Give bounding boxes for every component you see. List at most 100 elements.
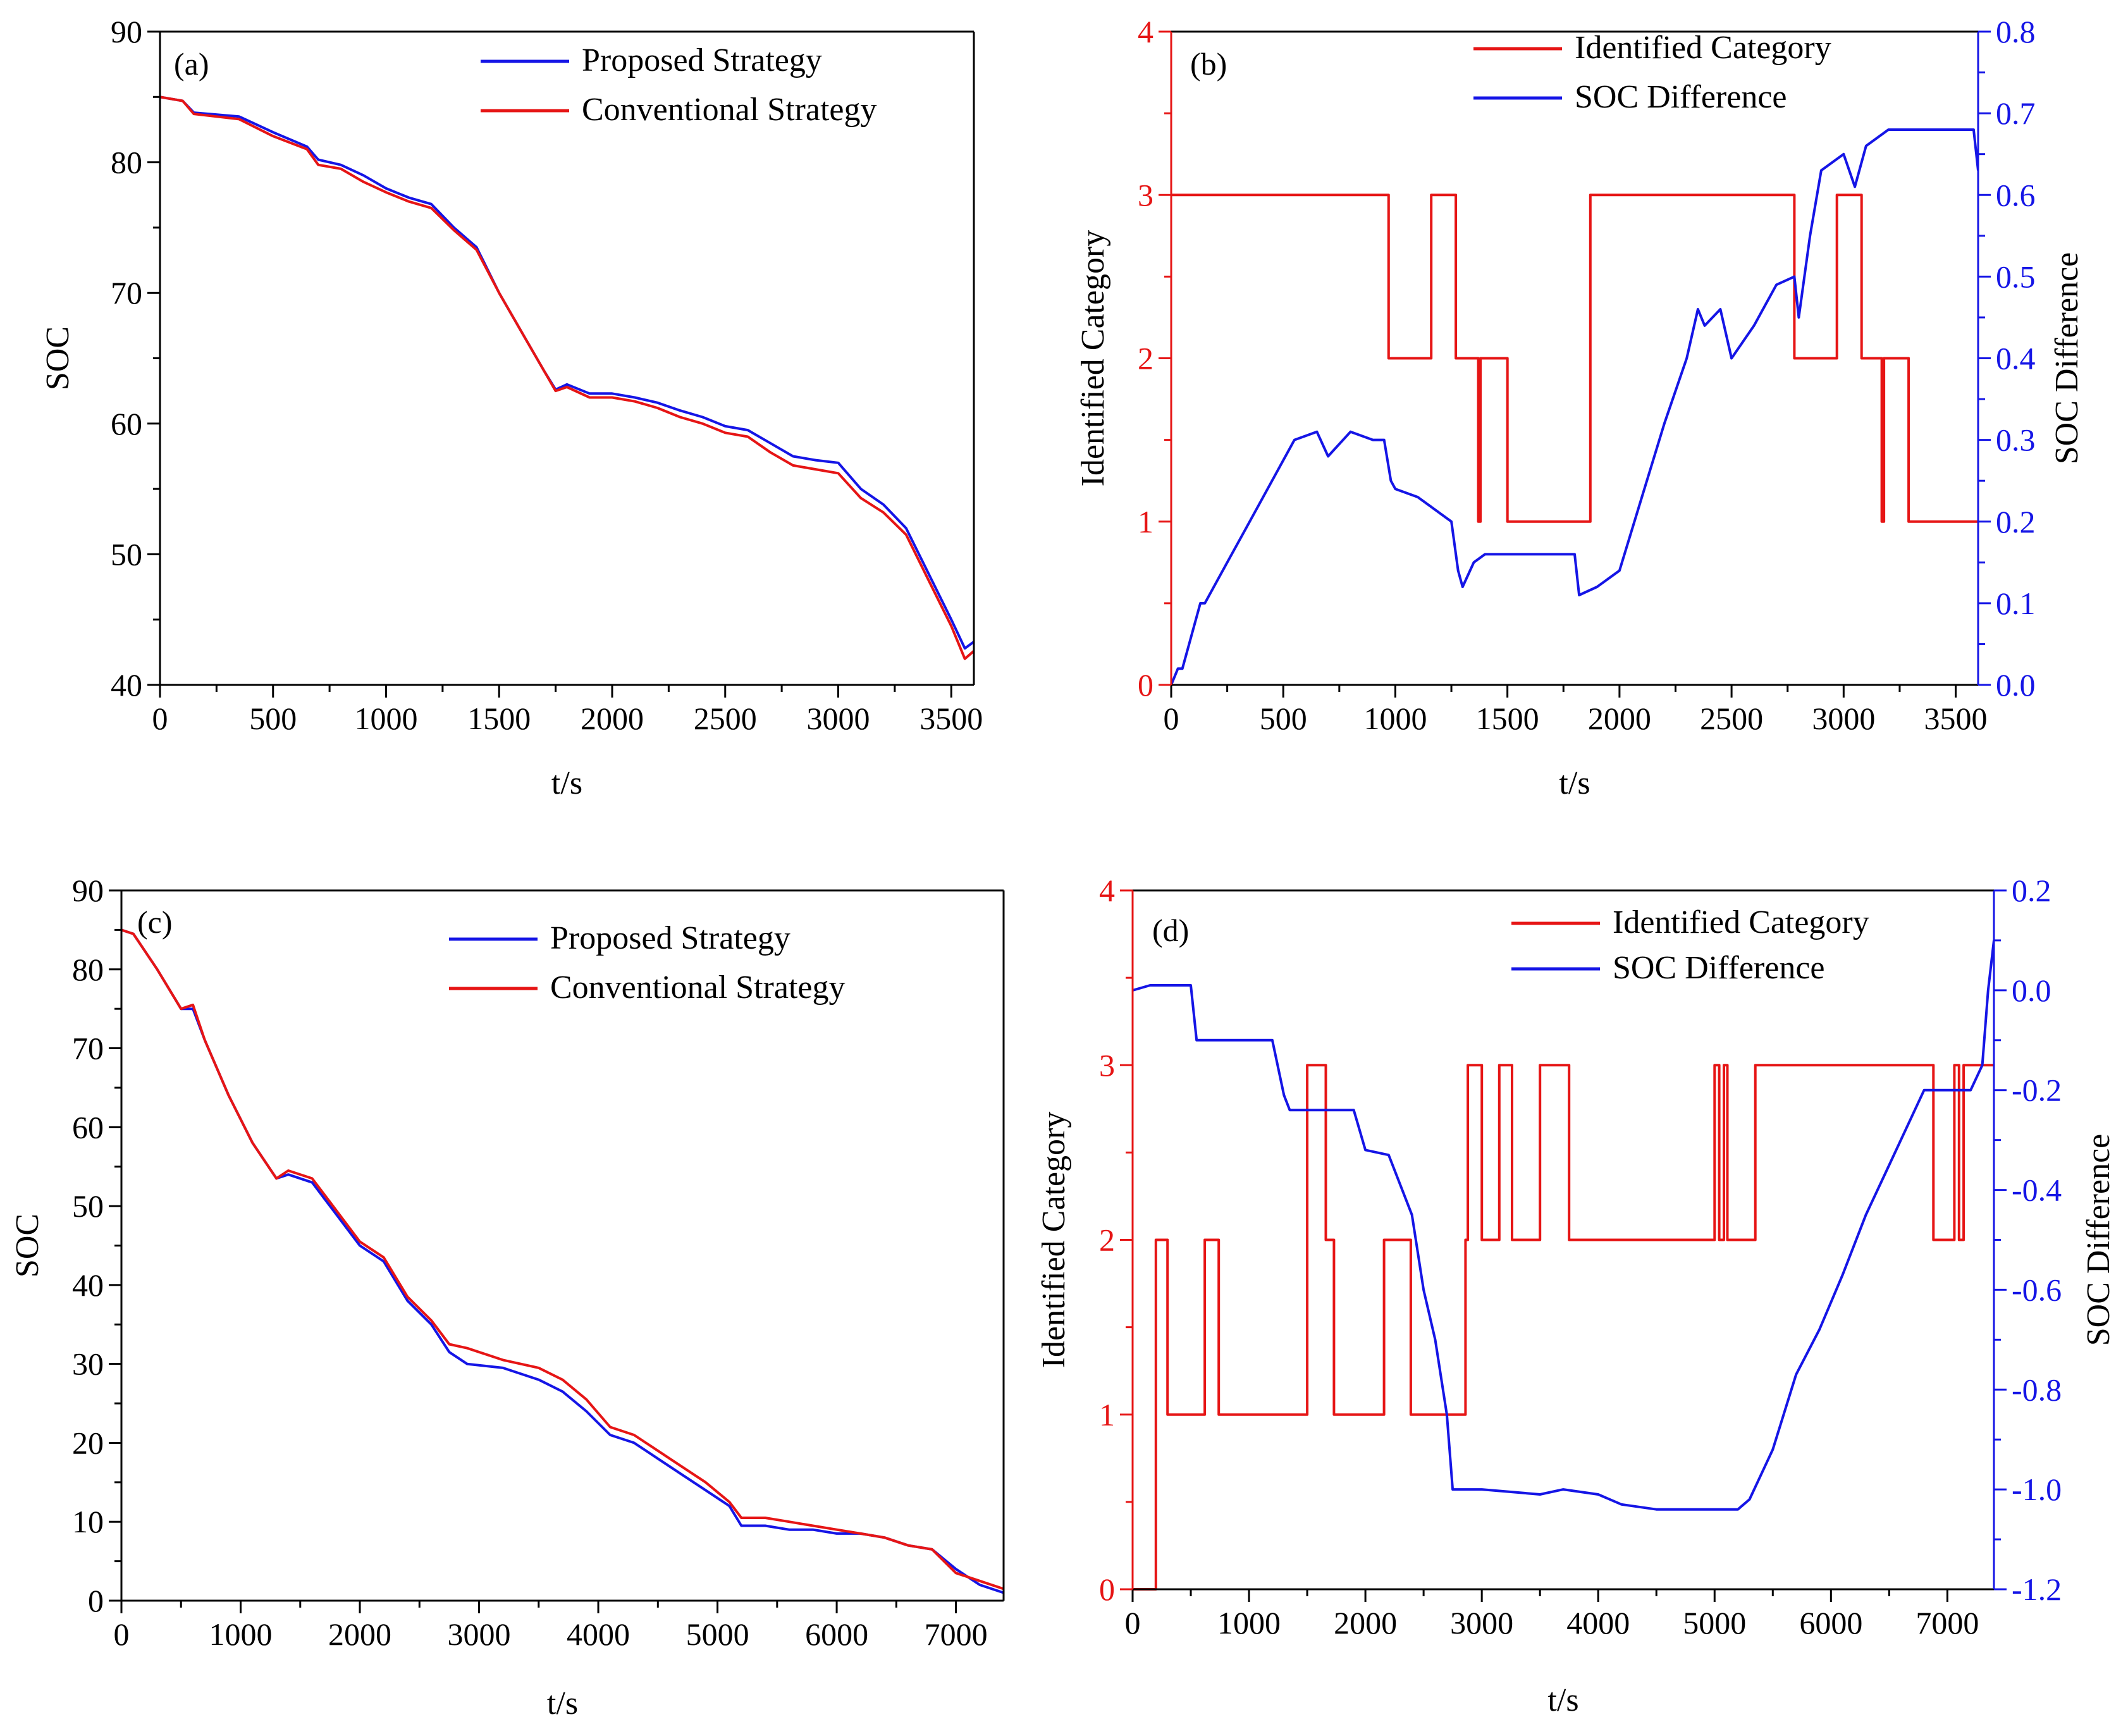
y-right-tick-label: -0.2 <box>2012 1073 2062 1108</box>
y-tick-label: 60 <box>111 406 142 441</box>
panel-label: (c) <box>137 904 173 940</box>
x-axis-title: t/s <box>547 1685 578 1721</box>
y-tick-label: 70 <box>72 1031 104 1066</box>
y-tick-label: 1 <box>1099 1397 1115 1432</box>
x-tick-label: 3000 <box>1812 701 1875 736</box>
x-tick-label: 1000 <box>209 1616 273 1652</box>
y-tick-label: 3 <box>1099 1047 1115 1083</box>
y-right-tick-label: 0.5 <box>1996 259 2036 294</box>
legend-label: SOC Difference <box>1575 79 1787 115</box>
y-tick-label: 70 <box>111 275 142 311</box>
x-tick-label: 5000 <box>1683 1605 1746 1641</box>
x-tick-label: 0 <box>114 1616 130 1652</box>
legend-label: SOC Difference <box>1613 950 1825 986</box>
x-tick-label: 7000 <box>925 1616 988 1652</box>
y-tick-label: 0 <box>88 1583 104 1618</box>
legend-label: Identified Category <box>1613 904 1869 940</box>
x-tick-label: 2000 <box>581 701 644 736</box>
x-tick-label: 1000 <box>355 701 418 736</box>
y-right-tick-label: -0.6 <box>2012 1272 2062 1307</box>
y-axis-title-right: SOC Difference <box>2049 252 2085 465</box>
y-tick-label: 0 <box>1138 667 1153 703</box>
x-tick-label: 3000 <box>448 1616 511 1652</box>
y-tick-label: 2 <box>1099 1222 1115 1258</box>
x-tick-label: 500 <box>1260 701 1307 736</box>
y-right-tick-label: -0.4 <box>2012 1173 2062 1208</box>
y-right-tick-label: 0.0 <box>2012 973 2051 1008</box>
y-tick-label: 1 <box>1138 504 1153 539</box>
x-axis-title: t/s <box>551 765 582 801</box>
y-right-tick-label: 0.8 <box>1996 14 2036 49</box>
y-right-tick-label: 0.0 <box>1996 667 2036 703</box>
series-line-identified-category <box>1133 1064 1994 1591</box>
y-axis-title: Identified Category <box>1036 1112 1072 1369</box>
legend: Identified Category SOC Difference <box>1511 904 1869 986</box>
y-right-tick-label: 0.3 <box>1996 422 2036 458</box>
x-tick-label: 0 <box>1125 1605 1141 1641</box>
series-line-soc-difference <box>1133 940 1994 1511</box>
series-line-identified-category <box>1171 194 1978 523</box>
y-axis-title: SOC <box>40 326 76 390</box>
legend-label: Proposed Strategy <box>582 42 822 78</box>
y-tick-label: 4 <box>1138 14 1153 49</box>
x-axis-title: t/s <box>1547 1682 1578 1718</box>
y-right-tick-label: -1.2 <box>2012 1572 2062 1607</box>
legend: Proposed Strategy Conventional Strategy <box>481 42 876 128</box>
series-line-conventional-strategy <box>160 95 974 660</box>
y-right-tick-label: 0.2 <box>1996 504 2036 539</box>
series-group <box>160 95 974 660</box>
y-tick-label: 90 <box>111 14 142 49</box>
panel-a: 0 500 1000 1500 2000 2500 3000 3500 40 50 60 70 80 90… <box>40 14 983 801</box>
y-tick-label: 40 <box>72 1267 104 1303</box>
x-tick-label: 0 <box>152 701 168 736</box>
y-tick-label: 50 <box>72 1188 104 1224</box>
series-group <box>1133 940 1994 1591</box>
x-axis-title: t/s <box>1559 765 1590 801</box>
panel-b: 0 500 1000 1500 2000 2500 3000 3500 0 1 2 3 4 0.0 0.1 0… <box>1075 14 2085 801</box>
x-tick-label: 6000 <box>1799 1605 1862 1641</box>
legend: Identified Category SOC Difference <box>1473 30 1831 115</box>
y-tick-label: 60 <box>72 1109 104 1145</box>
y-tick-label: 20 <box>72 1425 104 1460</box>
legend: Proposed Strategy Conventional Strategy <box>449 920 845 1006</box>
y-axis-title: Identified Category <box>1075 230 1111 487</box>
x-tick-label: 1500 <box>467 701 531 736</box>
x-tick-label: 3000 <box>807 701 870 736</box>
x-tick-label: 1500 <box>1476 701 1539 736</box>
panel-label: (a) <box>174 46 209 82</box>
x-tick-label: 2000 <box>328 1616 391 1652</box>
y-right-tick-label: -0.8 <box>2012 1372 2062 1407</box>
legend-label: Proposed Strategy <box>550 920 790 956</box>
panel-c: 0 1000 2000 3000 4000 5000 6000 7000 0 10 20 30 40 50… <box>9 873 1005 1721</box>
x-tick-label: 2500 <box>1700 701 1763 736</box>
y-right-tick-label: 0.6 <box>1996 177 2036 212</box>
y-tick-label: 50 <box>111 536 142 572</box>
x-tick-label: 0 <box>1164 701 1179 736</box>
y-right-tick-label: 0.2 <box>2012 873 2051 908</box>
x-tick-label: 6000 <box>805 1616 868 1652</box>
legend-label: Conventional Strategy <box>550 970 845 1006</box>
series-line-proposed-strategy <box>121 928 1004 1594</box>
y-axis-title-right: SOC Difference <box>2081 1134 2117 1346</box>
x-tick-label: 4000 <box>567 1616 630 1652</box>
series-line-proposed-strategy <box>160 95 974 650</box>
x-tick-label: 2500 <box>694 701 757 736</box>
y-tick-label: 80 <box>111 145 142 180</box>
x-tick-label: 2000 <box>1334 1605 1397 1641</box>
y-tick-label: 0 <box>1099 1572 1115 1607</box>
y-tick-label: 80 <box>72 952 104 987</box>
x-tick-label: 2000 <box>1588 701 1651 736</box>
panel-d: 0 1000 2000 3000 4000 5000 6000 7000 0 1 2 3 4 -1.2 -1… <box>1036 873 2117 1718</box>
y-right-tick-label: 0.7 <box>1996 95 2036 131</box>
y-right-tick-label: -1.0 <box>2012 1472 2062 1507</box>
x-tick-label: 1000 <box>1217 1605 1281 1641</box>
x-tick-label: 3500 <box>1924 701 1988 736</box>
y-tick-label: 30 <box>72 1346 104 1382</box>
x-tick-label: 3500 <box>919 701 983 736</box>
x-tick-label: 7000 <box>1916 1605 1979 1641</box>
y-tick-label: 2 <box>1138 341 1153 376</box>
y-tick-label: 10 <box>72 1504 104 1539</box>
x-tick-label: 4000 <box>1566 1605 1630 1641</box>
legend-label: Conventional Strategy <box>582 92 876 128</box>
x-tick-label: 1000 <box>1363 701 1427 736</box>
